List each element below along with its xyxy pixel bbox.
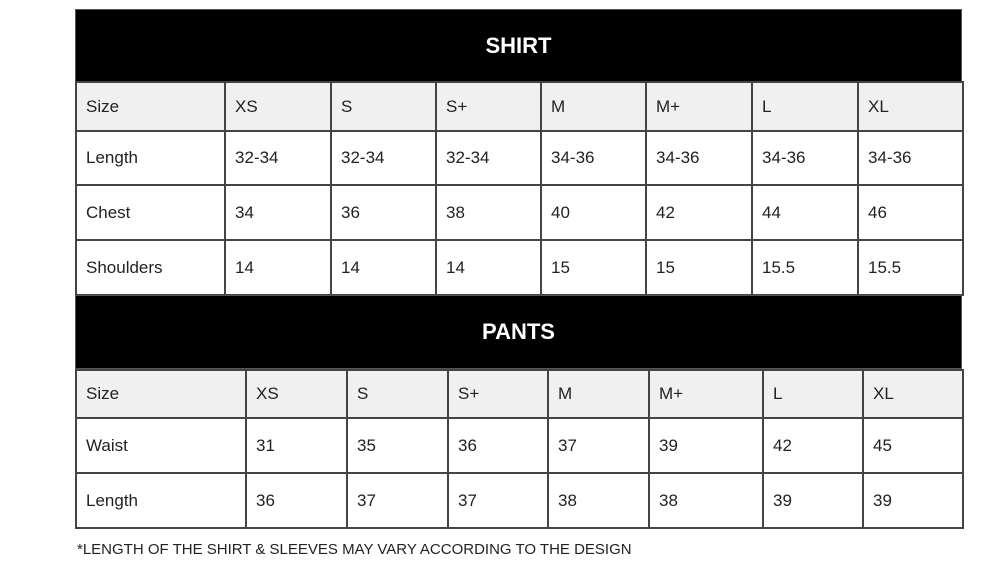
table-cell: XL: [857, 81, 964, 132]
table-cell: XS: [245, 369, 348, 419]
table-cell: 15: [540, 239, 647, 296]
table-cell: 32-34: [224, 130, 332, 186]
shirt-size-table: Size XS S S+ M M+ L XL Length 32-34 32-34 32-34 34-3…: [75, 81, 964, 296]
table-cell: L: [762, 369, 864, 419]
table-cell: M+: [645, 81, 753, 132]
row-label-cell: Size: [75, 81, 226, 132]
row-label-cell: Waist: [75, 417, 247, 474]
table-cell: S: [346, 369, 449, 419]
row-label-cell: Chest: [75, 184, 226, 241]
table-cell: 14: [330, 239, 437, 296]
table-cell: S: [330, 81, 437, 132]
table-cell: 15.5: [857, 239, 964, 296]
row-label-cell: Shoulders: [75, 239, 226, 296]
header-row: Size XS S S+ M M+ L XL: [75, 81, 964, 132]
table-cell: XS: [224, 81, 332, 132]
table-cell: XL: [862, 369, 964, 419]
table-cell: L: [751, 81, 859, 132]
table-cell: 34-36: [751, 130, 859, 186]
pants-title: PANTS: [75, 295, 962, 369]
table-cell: 14: [435, 239, 542, 296]
table-cell: M: [547, 369, 650, 419]
shirt-title: SHIRT: [75, 9, 962, 82]
table-cell: S+: [435, 81, 542, 132]
table-cell: 39: [648, 417, 764, 474]
table-cell: 36: [245, 472, 348, 529]
table-row: Chest 34 36 38 40 42 44 46: [75, 184, 964, 241]
table-cell: 39: [762, 472, 864, 529]
table-cell: 34-36: [645, 130, 753, 186]
table-row: Waist 31 35 36 37 39 42 45: [75, 417, 964, 474]
table-row: Length 36 37 37 38 38 39 39: [75, 472, 964, 529]
table-cell: 14: [224, 239, 332, 296]
table-cell: 39: [862, 472, 964, 529]
table-cell: 36: [330, 184, 437, 241]
table-cell: 37: [346, 472, 449, 529]
table-cell: 46: [857, 184, 964, 241]
table-cell: 37: [447, 472, 549, 529]
table-row: Length 32-34 32-34 32-34 34-36 34-36 34-36 34-3…: [75, 130, 964, 186]
table-cell: 34-36: [540, 130, 647, 186]
table-cell: 15: [645, 239, 753, 296]
table-cell: 44: [751, 184, 859, 241]
table-row: Shoulders 14 14 14 15 15 15.5 15.5: [75, 239, 964, 296]
table-cell: 38: [648, 472, 764, 529]
table-cell: 42: [762, 417, 864, 474]
footnote: *LENGTH OF THE SHIRT & SLEEVES MAY VARY …: [77, 541, 632, 558]
table-cell: 34: [224, 184, 332, 241]
table-cell: 31: [245, 417, 348, 474]
pants-size-table: Size XS S S+ M M+ L XL Waist 31 35 36 37 39 42 45 Length…: [75, 369, 964, 529]
table-cell: S+: [447, 369, 549, 419]
table-cell: 34-36: [857, 130, 964, 186]
table-cell: 32-34: [435, 130, 542, 186]
table-cell: 32-34: [330, 130, 437, 186]
row-label-cell: Length: [75, 130, 226, 186]
table-cell: 45: [862, 417, 964, 474]
table-cell: 35: [346, 417, 449, 474]
table-cell: 40: [540, 184, 647, 241]
table-cell: 15.5: [751, 239, 859, 296]
table-cell: 42: [645, 184, 753, 241]
table-cell: 38: [435, 184, 542, 241]
table-cell: M: [540, 81, 647, 132]
table-cell: 36: [447, 417, 549, 474]
row-label-cell: Length: [75, 472, 247, 529]
table-cell: 38: [547, 472, 650, 529]
table-cell: M+: [648, 369, 764, 419]
table-cell: 37: [547, 417, 650, 474]
header-row: Size XS S S+ M M+ L XL: [75, 369, 964, 419]
row-label-cell: Size: [75, 369, 247, 419]
